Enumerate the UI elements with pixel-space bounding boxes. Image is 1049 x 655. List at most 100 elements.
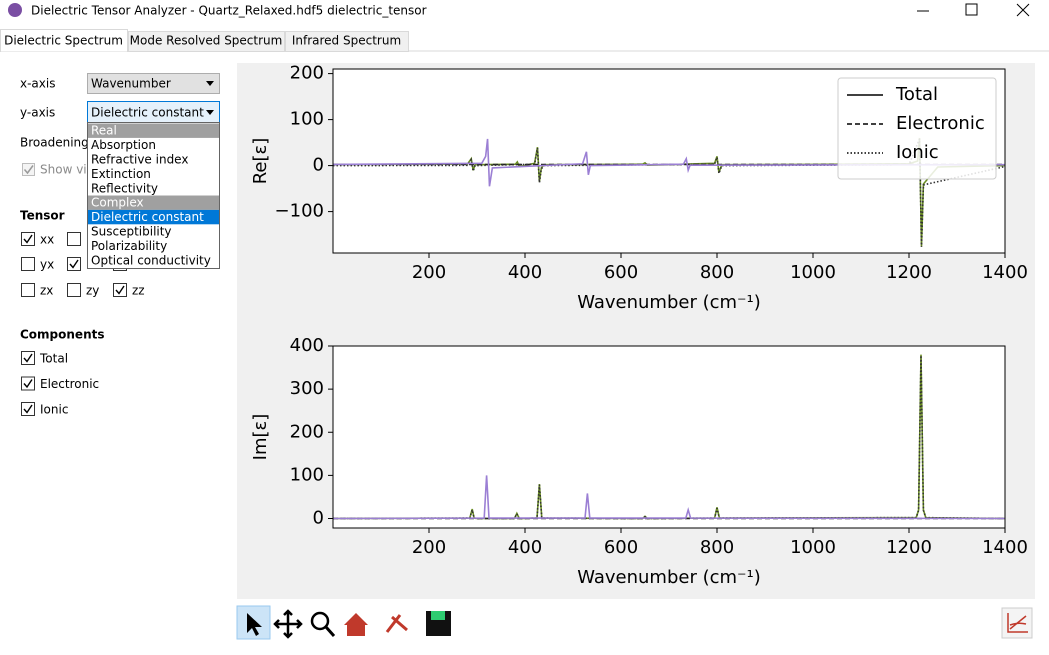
y-tick-label: 200 xyxy=(290,63,324,84)
y-axis-value: Dielectric constant xyxy=(91,106,204,120)
app-icon xyxy=(8,3,22,17)
legend-label: Electronic xyxy=(896,113,985,134)
dropdown-item[interactable]: Refractive index xyxy=(91,153,188,167)
pan-button[interactable] xyxy=(273,609,303,639)
y-axis-title: Re[ε] xyxy=(250,138,271,185)
x-tick-label: 800 xyxy=(700,537,734,558)
broadening-label: Broadening xyxy=(20,136,89,150)
x-tick-label: 1400 xyxy=(982,262,1028,283)
zoom-button[interactable] xyxy=(310,611,330,631)
y-tick-label: 400 xyxy=(290,335,324,356)
tab-label: Dielectric Spectrum xyxy=(4,34,123,48)
figure-options-icon xyxy=(1007,613,1028,633)
checkbox-label: zz xyxy=(132,284,145,298)
x-axis-title: Wavenumber (cm⁻¹) xyxy=(577,567,761,588)
checkmark xyxy=(23,353,33,363)
checkmark xyxy=(23,165,34,175)
dropdown-item[interactable]: Polarizability xyxy=(91,239,167,253)
checkbox[interactable] xyxy=(21,402,35,416)
x-axis-title: Wavenumber (cm⁻¹) xyxy=(577,292,761,313)
checkbox[interactable] xyxy=(113,283,127,297)
dropdown-item[interactable]: Reflectivity xyxy=(91,181,158,195)
x-axis-combo[interactable] xyxy=(87,73,220,94)
dropdown-item[interactable]: Optical conductivity xyxy=(91,253,211,267)
series-line xyxy=(333,138,1005,187)
checkbox[interactable] xyxy=(21,283,35,297)
x-tick-label: 1000 xyxy=(790,262,836,283)
checkmark xyxy=(23,234,33,244)
legend-label: Total xyxy=(895,84,938,105)
checkmark xyxy=(23,404,33,414)
checkmark xyxy=(23,379,33,389)
x-axis-label: x-axis xyxy=(20,77,55,91)
dropdown-item[interactable]: Absorption xyxy=(91,138,156,152)
dropdown-item[interactable]: Susceptibility xyxy=(91,225,172,239)
zoom-handle xyxy=(324,626,336,637)
checkbox-label: zx xyxy=(40,284,53,298)
x-tick-label: 600 xyxy=(604,262,638,283)
components-title: Components xyxy=(20,328,105,342)
combo-arrow xyxy=(206,110,214,115)
dropdown-item-bg xyxy=(88,209,219,225)
checkbox[interactable] xyxy=(67,232,81,246)
x-tick-label: 800 xyxy=(700,262,734,283)
x-tick-label: 400 xyxy=(508,262,542,283)
maximize-button[interactable] xyxy=(965,3,978,16)
dropdown-item[interactable]: Dielectric constant xyxy=(91,210,204,224)
dropdown-item: Complex xyxy=(91,196,144,210)
legend-box xyxy=(837,77,997,180)
x-tick-label: 600 xyxy=(604,537,638,558)
x-tick-label: 1200 xyxy=(886,537,932,558)
checkbox[interactable] xyxy=(21,351,35,365)
home-button[interactable] xyxy=(344,613,368,636)
checkbox-label: Electronic xyxy=(40,377,99,391)
x-tick-label: 200 xyxy=(412,537,446,558)
checkmark xyxy=(69,259,79,269)
checkbox[interactable] xyxy=(21,376,35,391)
plot-frame xyxy=(332,68,1006,254)
plot-frame xyxy=(332,345,1006,529)
x-tick-label: 1400 xyxy=(982,537,1028,558)
checkbox-label: yx xyxy=(40,258,54,272)
dropdown-item[interactable]: Extinction xyxy=(91,167,151,181)
dropdown-item: Real xyxy=(91,124,117,138)
x-tick-label: 400 xyxy=(508,537,542,558)
save-icon-label xyxy=(431,611,445,620)
pointer-icon xyxy=(247,613,262,636)
checkbox[interactable] xyxy=(21,232,35,246)
checkbox-label: xx xyxy=(40,233,54,247)
tab-label: Mode Resolved Spectrum xyxy=(130,34,283,48)
y-tick-label: 0 xyxy=(313,155,324,176)
y-tick-label: 200 xyxy=(290,421,324,442)
checkbox[interactable] xyxy=(67,283,81,297)
x-axis-value: Wavenumber xyxy=(91,77,171,91)
close-button[interactable] xyxy=(1016,3,1030,17)
window-title: Dielectric Tensor Analyzer - Quartz_Rela… xyxy=(31,4,427,18)
combo-arrow xyxy=(206,81,214,86)
configure-button[interactable] xyxy=(385,614,408,633)
y-tick-label: 0 xyxy=(313,508,324,529)
tab[interactable] xyxy=(128,31,285,52)
checkbox-label: Total xyxy=(39,352,68,366)
x-tick-label: 200 xyxy=(412,262,446,283)
x-tick-label: 1200 xyxy=(886,262,932,283)
y-axis-label: y-axis xyxy=(20,106,55,120)
checkmark xyxy=(115,285,125,295)
x-tick-label: 1000 xyxy=(790,537,836,558)
checkbox-label: zy xyxy=(86,284,99,298)
y-tick-label: 100 xyxy=(290,109,324,130)
toolbar xyxy=(236,605,1033,640)
y-axis-title: Im[ε] xyxy=(250,414,271,461)
checkbox[interactable] xyxy=(67,257,81,271)
tab[interactable] xyxy=(285,31,409,52)
y-tick-label: −100 xyxy=(275,201,324,222)
tensor-title: Tensor xyxy=(20,209,65,223)
series-line xyxy=(333,475,1005,520)
checkbox-label: Ionic xyxy=(40,403,68,417)
dropdown-item-bg xyxy=(88,195,219,210)
y-tick-label: 100 xyxy=(290,464,324,485)
tab-label: Infrared Spectrum xyxy=(292,34,401,48)
show-visible-label: Show vis xyxy=(40,163,93,177)
checkbox[interactable] xyxy=(21,257,35,271)
